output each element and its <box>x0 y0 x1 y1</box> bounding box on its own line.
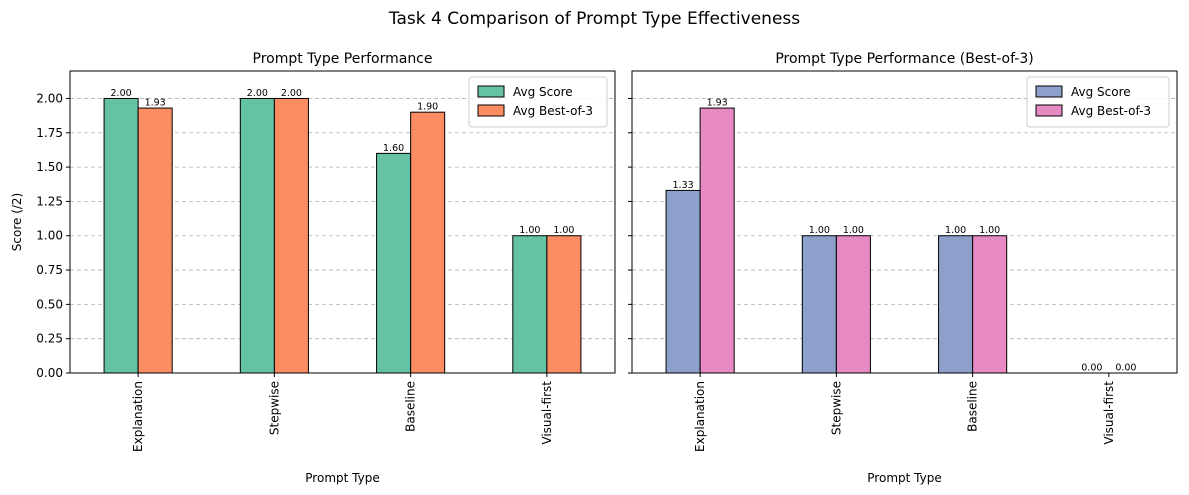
y-tick-label: 0.75 <box>36 263 63 277</box>
x-tick-label: Baseline <box>966 381 980 432</box>
bar <box>801 235 837 374</box>
y-tick-label: 0.25 <box>36 332 63 346</box>
data-label: 2.00 <box>281 88 302 99</box>
data-label: 0.00 <box>1081 363 1102 374</box>
bar <box>938 235 974 374</box>
data-label: 1.00 <box>843 225 864 236</box>
bar <box>137 107 173 374</box>
data-label: 1.93 <box>145 98 166 109</box>
data-label: 1.93 <box>707 98 728 109</box>
x-tick-label: Visual-first <box>540 381 554 445</box>
y-tick-label: 2.00 <box>36 91 63 105</box>
data-label: 1.00 <box>553 225 574 236</box>
data-label: 1.60 <box>383 143 404 154</box>
bar <box>665 189 701 374</box>
bar <box>376 152 412 374</box>
data-label: 1.00 <box>809 225 830 236</box>
data-label: 1.33 <box>673 180 694 191</box>
figure-title: Task 4 Comparison of Prompt Type Effecti… <box>388 9 800 29</box>
y-tick-label: 1.00 <box>36 229 63 243</box>
x-axis-label: Prompt Type <box>305 471 379 485</box>
y-axis-label: Score (/2) <box>10 193 24 251</box>
y-tick-label: 1.75 <box>36 126 63 140</box>
chart-panel-1: 0.00 0.25 0.50 0.75 1.00 1.25 1.50 1.75 2.00 2.00… <box>10 51 616 485</box>
panel-title: Prompt Type Performance (Best-of-3) <box>775 51 1033 67</box>
legend-label: Avg Best-of-3 <box>1071 104 1151 118</box>
data-label: 2.00 <box>111 88 132 99</box>
y-tick-label: 1.50 <box>36 160 63 174</box>
x-tick-label: Explanation <box>693 381 707 452</box>
data-label: 1.00 <box>979 225 1000 236</box>
bar <box>512 235 548 374</box>
bar <box>699 107 735 374</box>
legend-label: Avg Score <box>1071 85 1131 99</box>
legend-label: Avg Best-of-3 <box>513 104 593 118</box>
legend-swatch <box>1035 104 1063 117</box>
bar <box>239 97 275 374</box>
legend: Avg Score Avg Best-of-3 <box>468 76 608 128</box>
bar <box>546 235 582 374</box>
chart-panel-2: 1.33 1.00 1.00 0.00 1.93 1.00 1.00 0.00 Explanat… <box>628 51 1178 485</box>
data-label: 2.00 <box>247 88 268 99</box>
plot-frame <box>69 70 616 374</box>
legend-label: Avg Score <box>513 85 573 99</box>
y-tick-label: 0.50 <box>36 297 63 311</box>
y-tick-label: 0.00 <box>36 366 63 380</box>
bar <box>972 235 1008 374</box>
y-tick-label: 1.25 <box>36 194 63 208</box>
data-label: 1.00 <box>945 225 966 236</box>
data-label: 1.00 <box>519 225 540 236</box>
x-tick-label: Baseline <box>404 381 418 432</box>
bar <box>835 235 871 374</box>
x-tick-label: Stepwise <box>829 381 843 435</box>
panel-title: Prompt Type Performance <box>253 51 433 67</box>
x-tick-label: Stepwise <box>267 381 281 435</box>
plot-frame <box>631 70 1178 374</box>
x-tick-label: Visual-first <box>1102 381 1116 445</box>
bar <box>103 97 139 374</box>
legend-swatch <box>1035 85 1063 98</box>
x-axis-label: Prompt Type <box>867 471 941 485</box>
data-label: 0.00 <box>1115 363 1136 374</box>
x-tick-label: Explanation <box>131 381 145 452</box>
bar <box>273 97 309 374</box>
bar <box>410 111 446 374</box>
legend-swatch <box>477 104 505 117</box>
legend: Avg Score Avg Best-of-3 <box>1026 76 1170 128</box>
data-label: 1.90 <box>417 102 438 113</box>
legend-swatch <box>477 85 505 98</box>
